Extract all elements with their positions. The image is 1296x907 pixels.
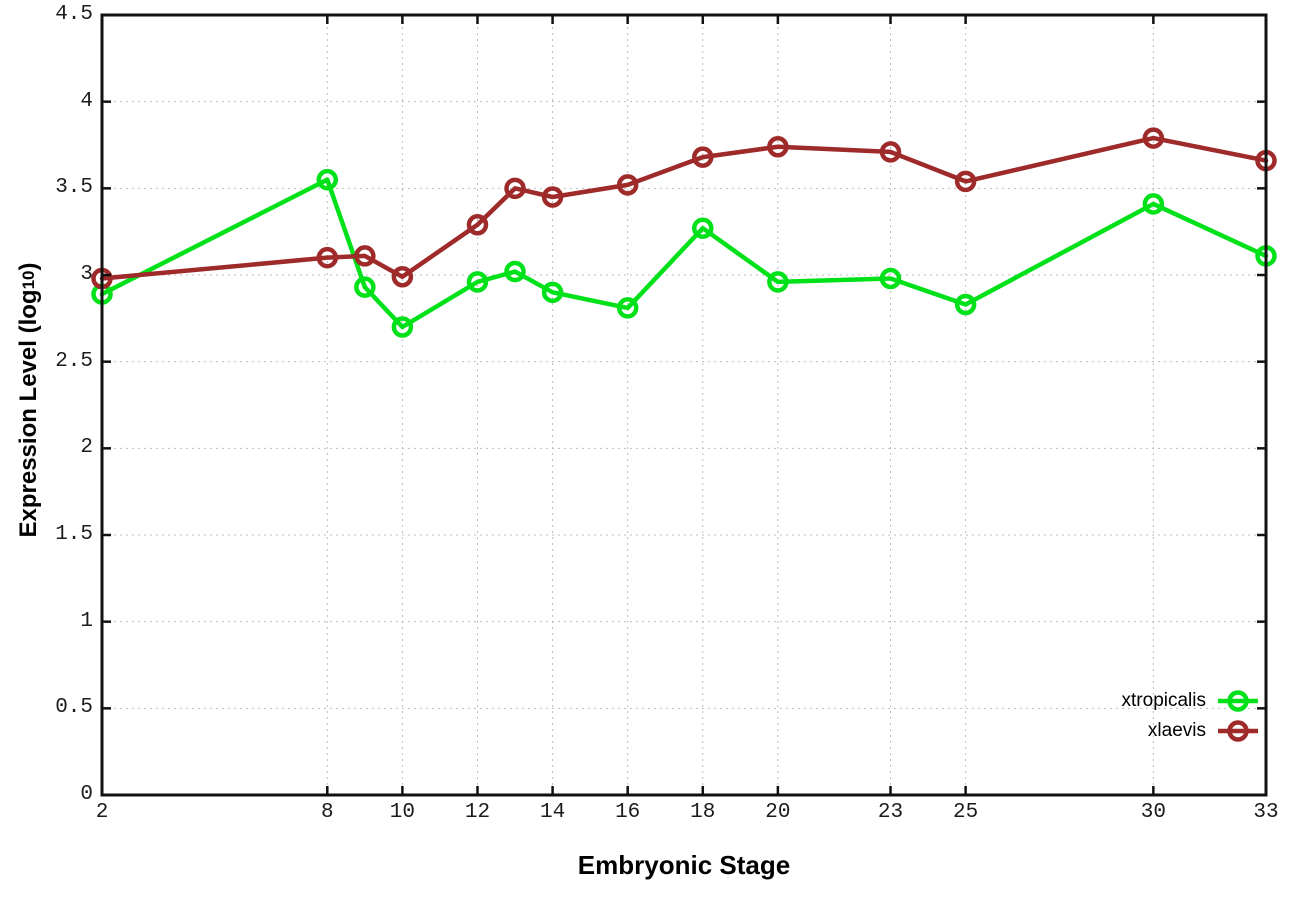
data-point-xlaevis — [504, 177, 526, 200]
y-tick-label: 2 — [80, 436, 93, 460]
plot-border — [100, 13, 1268, 797]
data-point-xlaevis — [354, 245, 376, 267]
data-point-xtropicalis — [692, 217, 714, 239]
x-tick-label: 30 — [1140, 801, 1166, 824]
y-tick-label: 2.5 — [55, 349, 93, 373]
legend-item-xlaevis: xlaevis — [1148, 716, 1260, 746]
x-tick-label: 14 — [539, 801, 566, 824]
x-tick-label: 18 — [690, 801, 716, 824]
x-tick-label: 8 — [320, 801, 334, 824]
x-tick-label: 12 — [464, 801, 491, 824]
y-tick-label: 4.5 — [55, 3, 93, 26]
data-point-xtropicalis — [504, 260, 526, 283]
data-point-xtropicalis — [767, 271, 789, 293]
data-point-xtropicalis — [316, 168, 339, 191]
data-point-xlaevis — [692, 146, 714, 168]
data-point-xtropicalis — [466, 271, 489, 293]
legend: xtropicalis xlaevis — [1122, 686, 1260, 746]
data-point-xlaevis — [466, 213, 489, 236]
data-point-xtropicalis — [879, 267, 902, 290]
data-point-xtropicalis — [391, 316, 414, 338]
data-point-xlaevis — [767, 135, 789, 158]
x-tick-label: 2 — [95, 801, 109, 824]
data-point-xtropicalis — [541, 281, 564, 304]
x-axis-title: Embryonic Stage — [577, 850, 791, 880]
x-tick-label: 33 — [1253, 801, 1279, 824]
data-point-xlaevis — [879, 141, 902, 163]
data-point-xlaevis — [954, 170, 977, 193]
y-axis-title-text: Expression Level (log — [15, 289, 42, 538]
y-tick-label: 1 — [80, 609, 93, 633]
x-tick-label: 23 — [877, 801, 904, 824]
data-point-xtropicalis — [616, 297, 639, 319]
y-tick-label: 0 — [80, 783, 93, 806]
series-line-xlaevis — [99, 135, 1269, 281]
x-tick-label: 20 — [765, 801, 791, 824]
data-point-xlaevis — [316, 246, 339, 269]
legend-sample-marker — [1218, 690, 1258, 712]
x-tick-label: 25 — [953, 801, 979, 824]
legend-item-xtropicalis: xtropicalis — [1122, 686, 1260, 716]
x-tick-label: 10 — [389, 801, 415, 824]
data-point-xlaevis — [1142, 127, 1165, 149]
legend-label: xlaevis — [1147, 720, 1206, 741]
data-point-xlaevis — [391, 265, 414, 288]
legend-label: xtropicalis — [1121, 690, 1206, 711]
y-tick-label: 3 — [80, 263, 93, 286]
data-point-xtropicalis — [354, 276, 376, 298]
data-point-xtropicalis — [954, 293, 977, 316]
y-tick-label: 3.5 — [55, 176, 93, 200]
y-tick-label: 0.5 — [55, 696, 93, 720]
data-point-xlaevis — [541, 186, 564, 208]
legend-sample-marker — [1218, 720, 1258, 742]
x-tick-label: 16 — [615, 801, 641, 824]
series-line-xtropicalis — [99, 177, 1269, 330]
y-tick-label: 4 — [80, 89, 93, 113]
y-tick-label: 1.5 — [55, 523, 93, 546]
data-point-xtropicalis — [1142, 193, 1165, 215]
data-point-xlaevis — [616, 174, 639, 196]
